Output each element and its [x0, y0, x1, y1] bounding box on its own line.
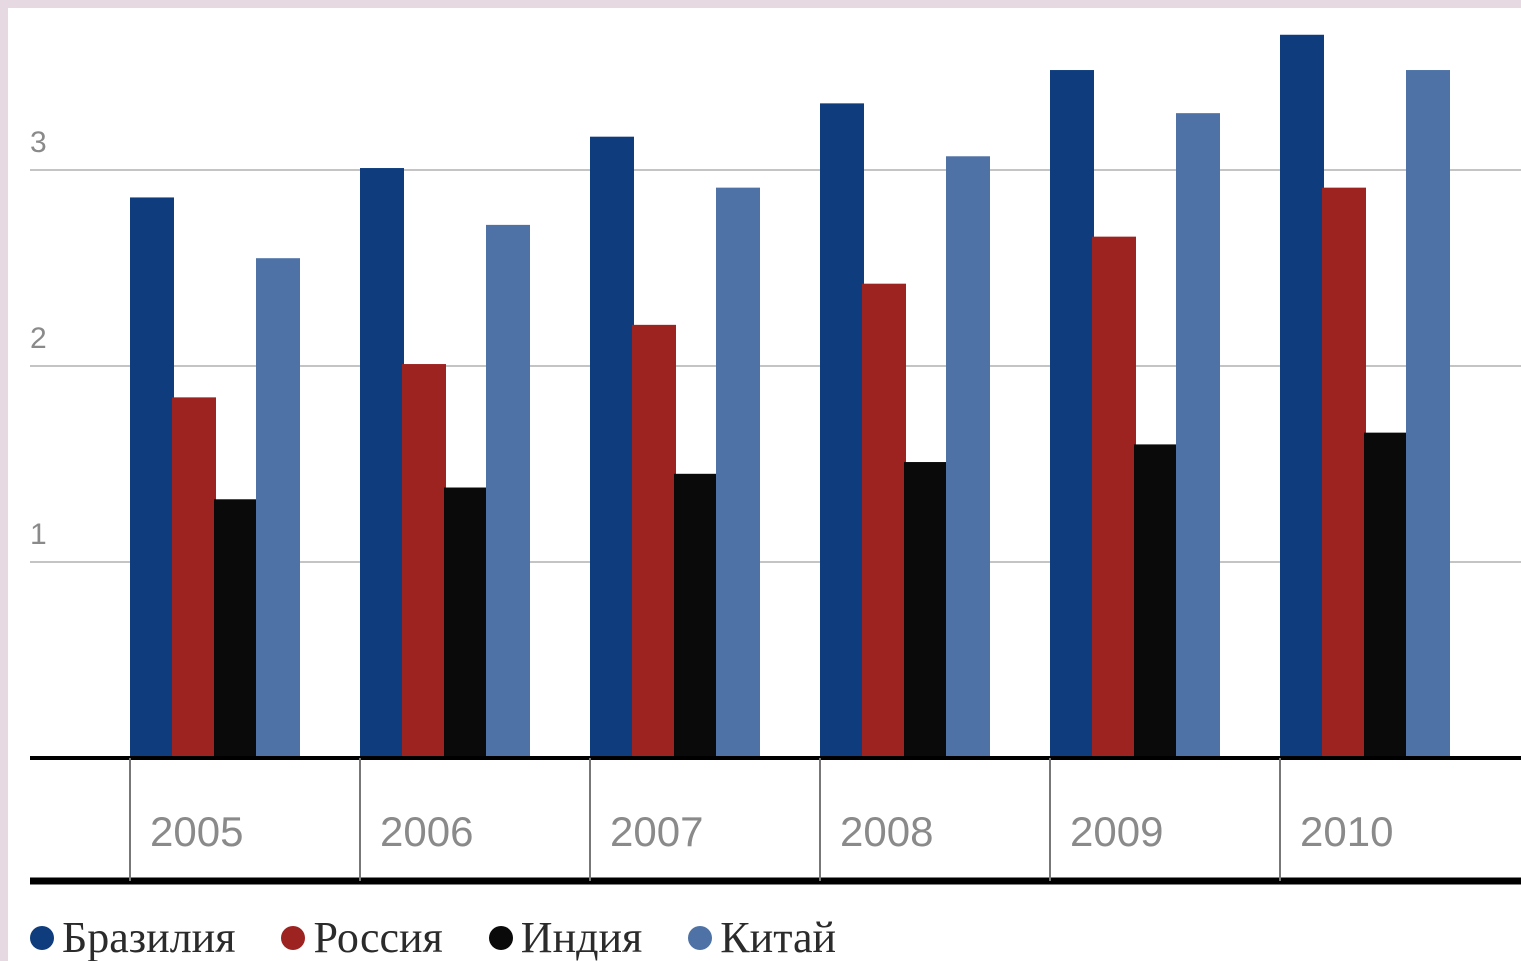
- bar: [1280, 35, 1324, 758]
- bar: [256, 258, 300, 758]
- x-tick-label: 2005: [150, 808, 243, 855]
- bar: [716, 188, 760, 758]
- legend-item: Россия: [281, 916, 442, 960]
- bar: [946, 156, 990, 758]
- bar: [1092, 237, 1136, 758]
- legend-item: Индия: [489, 916, 643, 960]
- bar: [402, 364, 446, 758]
- bar: [674, 474, 718, 758]
- legend-label: Россия: [313, 916, 442, 960]
- legend: Бразилия Россия Индия Китай: [30, 908, 836, 961]
- bar: [904, 462, 948, 758]
- bar: [632, 325, 676, 758]
- bar: [862, 284, 906, 758]
- x-tick-label: 2010: [1300, 808, 1393, 855]
- legend-dot-icon: [688, 926, 712, 950]
- bar: [360, 168, 404, 758]
- bar-layer: [130, 35, 1450, 758]
- legend-dot-icon: [489, 926, 513, 950]
- bar: [820, 103, 864, 758]
- bar-chart: 1 2 3 2005 2006 2007 2008 2009 2010: [8, 8, 1521, 898]
- x-tick-label: 2008: [840, 808, 933, 855]
- legend-label: Индия: [521, 916, 643, 960]
- legend-label: Бразилия: [62, 916, 235, 960]
- y-tick-label: 2: [30, 322, 47, 355]
- bar: [1134, 444, 1178, 758]
- axis-layer: 2005 2006 2007 2008 2009 2010: [30, 758, 1521, 881]
- legend-item: Бразилия: [30, 916, 235, 960]
- chart-frame: 1 2 3 2005 2006 2007 2008 2009 2010 Бразилия Рос…: [8, 8, 1521, 961]
- y-tick-label: 3: [30, 126, 47, 159]
- x-tick-label: 2009: [1070, 808, 1163, 855]
- bar: [1176, 113, 1220, 758]
- x-tick-label: 2006: [380, 808, 473, 855]
- legend-label: Китай: [720, 916, 836, 960]
- bar: [130, 197, 174, 758]
- legend-item: Китай: [688, 916, 836, 960]
- bar: [214, 499, 258, 758]
- bar: [1364, 433, 1408, 758]
- bar: [1406, 70, 1450, 758]
- bar: [486, 225, 530, 758]
- legend-dot-icon: [30, 926, 54, 950]
- legend-dot-icon: [281, 926, 305, 950]
- x-tick-label: 2007: [610, 808, 703, 855]
- bar: [1322, 188, 1366, 758]
- bar: [172, 397, 216, 758]
- bar: [590, 137, 634, 758]
- bar: [1050, 70, 1094, 758]
- y-tick-label: 1: [30, 518, 47, 551]
- bar: [444, 488, 488, 758]
